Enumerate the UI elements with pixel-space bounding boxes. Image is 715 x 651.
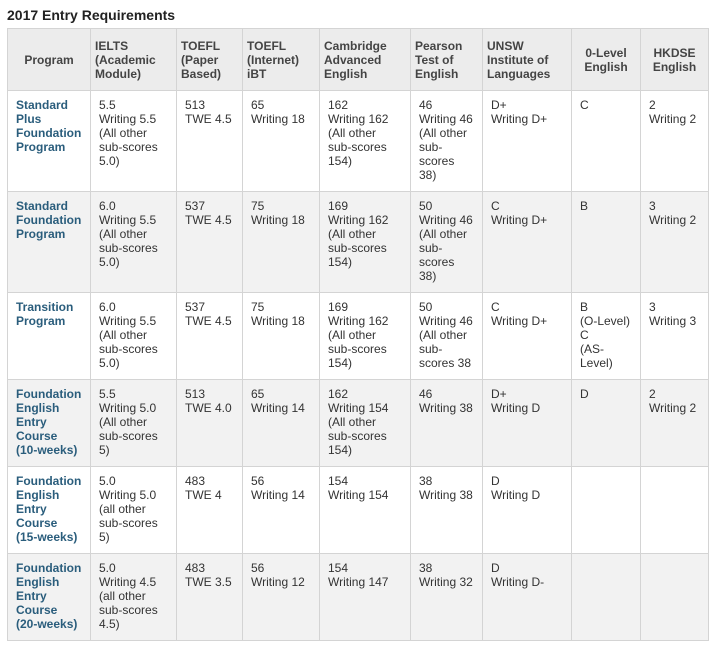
column-header-pearson: Pearson Test of English — [410, 28, 483, 91]
column-header-toefl-paper: TOEFL (Paper Based) — [176, 28, 243, 91]
table-cell: D+ Writing D+ — [482, 90, 572, 192]
program-name-cell: Standard Foundation Program — [7, 191, 91, 293]
table-cell: 5.0 Writing 5.0 (all other sub-scores 5) — [90, 466, 177, 554]
program-name-cell: Foundation English Entry Course (10-week… — [7, 379, 91, 467]
column-header-label: IELTS (Academic Module) — [95, 38, 156, 81]
column-header-toefl-ibt: TOEFL (Internet) iBT — [242, 28, 320, 91]
table-cell — [571, 466, 641, 554]
table-cell: 56 Writing 14 — [242, 466, 320, 554]
table-cell: 6.0 Writing 5.5 (All other sub-scores 5.… — [90, 191, 177, 293]
column-header-label: 0-Level English — [584, 45, 628, 74]
column-header-program: Program — [7, 28, 91, 91]
table-cell: B (O-Level) C (AS- Level) — [571, 292, 641, 380]
table-cell: 513 TWE 4.0 — [176, 379, 243, 467]
table-cell: 5.5 Writing 5.5 (All other sub-scores 5.… — [90, 90, 177, 192]
table-cell: D Writing D- — [482, 553, 572, 641]
table-cell: 46 Writing 38 — [410, 379, 483, 467]
table-cell: 75 Writing 18 — [242, 191, 320, 293]
table-cell — [640, 466, 709, 554]
column-header-label: Cambridge Advanced English — [324, 38, 387, 81]
table-cell: 5.0 Writing 4.5 (all other sub-scores 4.… — [90, 553, 177, 641]
column-header-hkdse: HKDSE English — [640, 28, 709, 91]
table-cell: 169 Writing 162 (All other sub-scores 15… — [319, 191, 411, 293]
column-header-label: UNSW Institute of Languages — [487, 38, 551, 81]
table-cell: C Writing D+ — [482, 292, 572, 380]
column-header-label: TOEFL (Paper Based) — [181, 38, 222, 81]
column-header-cambridge: Cambridge Advanced English — [319, 28, 411, 91]
table-cell: D — [571, 379, 641, 467]
table-cell: C — [571, 90, 641, 192]
column-header-label: Program — [24, 52, 74, 67]
table-cell: 75 Writing 18 — [242, 292, 320, 380]
table-row: Foundation English Entry Course (20-week… — [7, 553, 709, 641]
table-cell: 2 Writing 2 — [640, 90, 709, 192]
column-header-label: Pearson Test of English — [415, 38, 463, 81]
table-cell: 38 Writing 38 — [410, 466, 483, 554]
page-title: 2017 Entry Requirements — [7, 7, 176, 23]
program-name-cell: Foundation English Entry Course (15-week… — [7, 466, 91, 554]
table-cell: 483 TWE 3.5 — [176, 553, 243, 641]
table-row: Standard Foundation Program 6.0 Writing … — [7, 191, 709, 293]
table-header-row: Program IELTS (Academic Module) TOEFL (P… — [7, 28, 709, 91]
table-row: Transition Program 6.0 Writing 5.5 (All … — [7, 292, 709, 380]
table-cell: 6.0 Writing 5.5 (All other sub-scores 5.… — [90, 292, 177, 380]
table-cell: 56 Writing 12 — [242, 553, 320, 641]
table-cell: 46 Writing 46 (All other sub- scores 38) — [410, 90, 483, 192]
table-row: Foundation English Entry Course (15-week… — [7, 466, 709, 554]
table-cell: 5.5 Writing 5.0 (All other sub-scores 5) — [90, 379, 177, 467]
table-cell: 3 Writing 3 — [640, 292, 709, 380]
column-header-unsw: UNSW Institute of Languages — [482, 28, 572, 91]
table-cell: 162 Writing 162 (All other sub-scores 15… — [319, 90, 411, 192]
table-cell: 483 TWE 4 — [176, 466, 243, 554]
table-cell: 65 Writing 18 — [242, 90, 320, 192]
table-row: Foundation English Entry Course (10-week… — [7, 379, 709, 467]
column-header-label: TOEFL (Internet) iBT — [247, 38, 299, 81]
column-header-o-level: 0-Level English — [571, 28, 641, 91]
table-cell — [571, 553, 641, 641]
table-cell: 154 Writing 154 — [319, 466, 411, 554]
table-cell: 537 TWE 4.5 — [176, 292, 243, 380]
table-cell: 50 Writing 46 (All other sub- scores 38 — [410, 292, 483, 380]
entry-requirements-table: Program IELTS (Academic Module) TOEFL (P… — [7, 28, 709, 641]
table-cell: 513 TWE 4.5 — [176, 90, 243, 192]
table-cell: 154 Writing 147 — [319, 553, 411, 641]
table-cell: 50 Writing 46 (All other sub- scores 38) — [410, 191, 483, 293]
program-name-cell: Foundation English Entry Course (20-week… — [7, 553, 91, 641]
table-cell: 65 Writing 14 — [242, 379, 320, 467]
table-cell: 3 Writing 2 — [640, 191, 709, 293]
column-header-label: HKDSE English — [652, 45, 697, 74]
table-cell: 162 Writing 154 (All other sub-scores 15… — [319, 379, 411, 467]
table-cell: 38 Writing 32 — [410, 553, 483, 641]
table-cell: D+ Writing D — [482, 379, 572, 467]
program-name-cell: Standard Plus Foundation Program — [7, 90, 91, 192]
table-cell — [640, 553, 709, 641]
table-cell: B — [571, 191, 641, 293]
table-row: Standard Plus Foundation Program 5.5 Wri… — [7, 90, 709, 192]
table-cell: D Writing D — [482, 466, 572, 554]
table-cell: 2 Writing 2 — [640, 379, 709, 467]
table-cell: C Writing D+ — [482, 191, 572, 293]
table-cell: 537 TWE 4.5 — [176, 191, 243, 293]
column-header-ielts: IELTS (Academic Module) — [90, 28, 177, 91]
program-name-cell: Transition Program — [7, 292, 91, 380]
table-cell: 169 Writing 162 (All other sub-scores 15… — [319, 292, 411, 380]
